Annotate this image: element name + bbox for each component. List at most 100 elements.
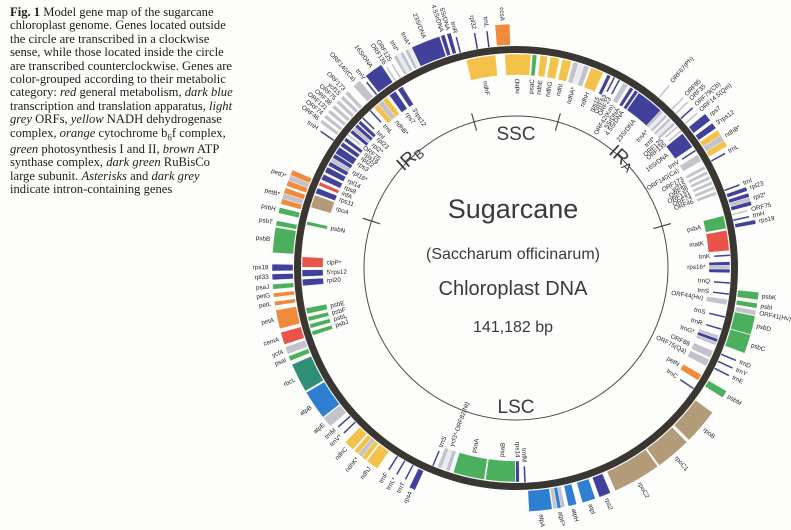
gene-petG: petG	[256, 290, 295, 301]
gene-psbH: psbH	[260, 203, 301, 219]
gene-label: atpI	[587, 503, 597, 515]
genome-size: 141,182 bp	[473, 319, 553, 336]
gene-label: rpoA	[335, 206, 351, 217]
gene-label: ndhJ	[359, 466, 373, 481]
gene-label: psbH	[260, 203, 276, 213]
gene-label: trnG*	[679, 324, 696, 336]
gene-psbT: psbT	[258, 217, 298, 230]
caption-segment: indicate intron-containing genes	[10, 181, 173, 196]
gene-label: trnA*	[399, 31, 412, 47]
caption-segment: 6	[167, 132, 172, 143]
gene-trnK: trnK	[698, 253, 731, 261]
caption-segment: transcription and translation apparatus,	[10, 98, 209, 113]
gene-ndhG: ndhG	[544, 56, 560, 97]
gene-label: trnI	[742, 177, 753, 187]
gene-label: trnI*	[388, 39, 400, 53]
gene-trnD: trnD	[720, 353, 752, 370]
region-junction-tick	[471, 113, 478, 131]
gene-label: trnK	[698, 253, 711, 261]
gene-psaA: psaA	[453, 437, 488, 480]
gene-trnT: trnT	[396, 464, 414, 495]
gene-label: psbB	[255, 235, 270, 244]
gene-label: rpoC1	[673, 455, 690, 473]
gene-label: ndhH	[579, 91, 591, 108]
gene-label: psbD	[756, 323, 772, 333]
gene-label: atpE	[312, 422, 326, 436]
gene-rps16*: rps16*	[687, 261, 731, 274]
gene-label: psbF	[331, 307, 346, 317]
gene-matK: matK	[689, 230, 730, 253]
gene-rps2: rps2	[592, 473, 614, 512]
gene-label: ycf4	[271, 349, 285, 360]
gene-label: rpl23	[749, 180, 765, 191]
caption-segment: dark grey	[151, 168, 200, 183]
gene-trnQ: trnQ	[698, 277, 731, 285]
gene-rpl2*: rpl2*	[349, 123, 385, 156]
gene-trnI: trnI	[724, 177, 753, 192]
gene-ndhI: ndhI	[555, 58, 572, 97]
gene-label: trnY	[735, 367, 749, 379]
gene-ycf4: ycf4	[271, 339, 308, 360]
gene-label: rpl33	[255, 274, 270, 282]
gene-petL: petL	[259, 298, 296, 310]
gene-rpl32: rpl32	[468, 15, 479, 50]
caption-segment: light grey	[10, 98, 233, 127]
gene-label: psbJ	[335, 319, 350, 330]
gene-label: psbL	[333, 313, 349, 324]
caption-segment: orange	[59, 125, 96, 140]
gene-rpl23: rpl23	[726, 180, 765, 198]
gene-label: 5'rps12	[326, 269, 347, 277]
region-label-irb: IRB	[393, 141, 428, 175]
gene-trnF: trnF	[378, 455, 399, 485]
gene-label: psbE	[330, 300, 345, 310]
gene-label: psbT	[258, 217, 273, 226]
gene-label: rpl20	[327, 277, 342, 285]
gene-psbA: psbA	[686, 215, 727, 234]
gene-label: trnS	[693, 307, 706, 316]
gene-atpI: atpI	[576, 478, 597, 516]
gene-rps18: rps18	[253, 263, 294, 271]
genome-type: Chloroplast DNA	[439, 278, 589, 300]
gene-label: ndhB*	[393, 119, 410, 137]
gene-psbJ: psbJ	[311, 319, 350, 336]
gene-petA: petA	[261, 306, 301, 330]
gene-label: trnC	[665, 368, 679, 381]
gene-rpl33: rpl33	[255, 273, 294, 281]
caption-segment: NADH dehydrogenase complex,	[10, 112, 222, 140]
gene-trnI: trnI	[362, 117, 386, 141]
caption-segment: yellow	[70, 112, 104, 127]
gene-label: ndhA*	[566, 86, 578, 105]
caption-segment: brown	[162, 141, 195, 156]
gene-label: rps4	[402, 490, 414, 505]
gene-label: trnE	[731, 374, 744, 385]
gene-rps14: rps14	[514, 442, 521, 483]
gene-label: rbcL	[283, 376, 298, 388]
caption-segment: Model gene map of the sugarcane chloropl…	[10, 5, 233, 100]
gene-label: petD*	[270, 168, 288, 181]
gene-trnS: trnS	[432, 435, 449, 467]
gene-label: rpoB	[702, 427, 717, 441]
gene-label: psbM	[726, 393, 743, 407]
caption-segment: and	[126, 168, 152, 183]
gene-rpoA: rpoA	[310, 194, 351, 217]
gene-trnS: trnS	[693, 307, 726, 318]
caption-segment: dark blue	[184, 85, 233, 100]
gene-label: petG	[256, 292, 270, 300]
gene-label: trnS	[438, 435, 449, 448]
gene-5'rps12: 5'rps12	[301, 269, 348, 277]
region-junction-tick	[554, 113, 561, 131]
caption-segment: cytochrome b	[95, 125, 168, 140]
gene-label: rps19	[758, 215, 775, 225]
gene-petB*: petB*	[264, 187, 306, 210]
genome-title: Sugarcane	[448, 194, 579, 224]
gene-label: atpH	[570, 508, 580, 523]
gene-trnY: trnY	[717, 360, 749, 379]
gene-rpl20: rpl20	[302, 277, 342, 287]
gene-trnS: trnS	[697, 287, 729, 295]
gene-trnL: trnL	[481, 16, 490, 48]
gene-label: trnV	[354, 68, 367, 82]
caption-segment: green	[10, 141, 39, 156]
gene-trnL: trnL	[710, 143, 740, 162]
